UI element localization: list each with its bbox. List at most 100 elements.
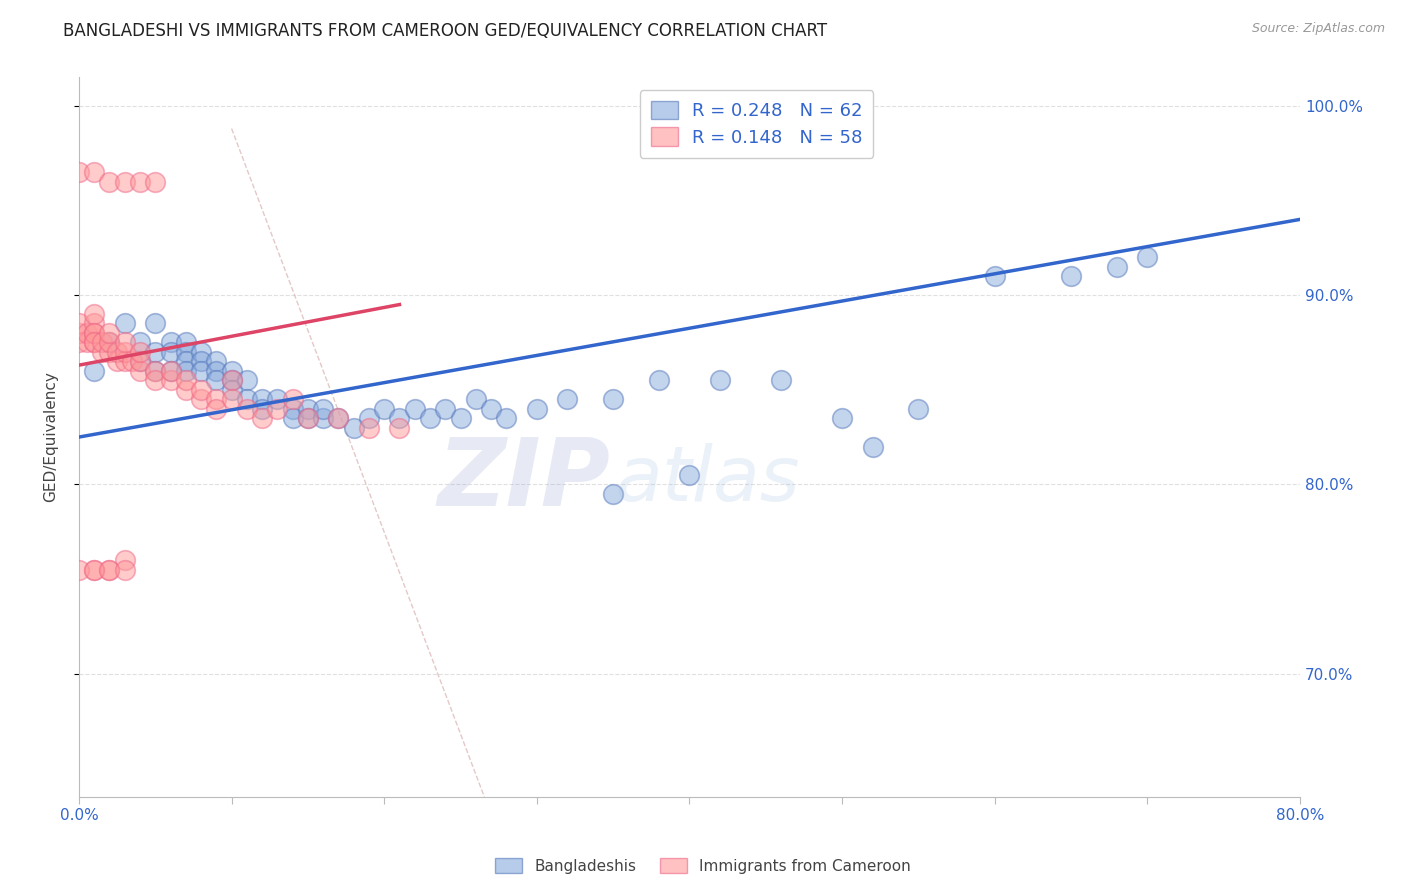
Point	[602, 392, 624, 407]
Point	[129, 354, 152, 368]
Point	[129, 354, 152, 368]
Point	[159, 364, 181, 378]
Point	[67, 165, 90, 179]
Point	[205, 401, 228, 416]
Point	[312, 411, 335, 425]
Point	[312, 401, 335, 416]
Text: ZIP: ZIP	[437, 434, 610, 526]
Y-axis label: GED/Equivalency: GED/Equivalency	[44, 372, 58, 502]
Point	[205, 354, 228, 368]
Point	[114, 335, 136, 350]
Point	[98, 326, 121, 340]
Point	[205, 364, 228, 378]
Point	[105, 344, 128, 359]
Point	[143, 373, 166, 387]
Point	[174, 344, 197, 359]
Point	[90, 344, 112, 359]
Point	[419, 411, 441, 425]
Point	[98, 335, 121, 350]
Point	[1136, 250, 1159, 264]
Point	[143, 175, 166, 189]
Point	[236, 401, 259, 416]
Point	[709, 373, 731, 387]
Point	[114, 563, 136, 577]
Legend: Bangladeshis, Immigrants from Cameroon: Bangladeshis, Immigrants from Cameroon	[489, 852, 917, 880]
Point	[388, 420, 411, 434]
Point	[98, 344, 121, 359]
Point	[281, 392, 304, 407]
Point	[297, 411, 319, 425]
Point	[76, 335, 98, 350]
Point	[98, 563, 121, 577]
Point	[479, 401, 502, 416]
Point	[831, 411, 853, 425]
Point	[129, 175, 152, 189]
Point	[174, 364, 197, 378]
Point	[159, 335, 181, 350]
Legend: R = 0.248   N = 62, R = 0.148   N = 58: R = 0.248 N = 62, R = 0.148 N = 58	[640, 90, 873, 158]
Point	[236, 392, 259, 407]
Point	[83, 326, 105, 340]
Text: atlas: atlas	[616, 443, 801, 517]
Point	[190, 354, 212, 368]
Point	[83, 165, 105, 179]
Point	[174, 335, 197, 350]
Point	[250, 411, 273, 425]
Point	[388, 411, 411, 425]
Point	[434, 401, 457, 416]
Point	[678, 467, 700, 482]
Point	[221, 383, 243, 397]
Point	[129, 335, 152, 350]
Point	[862, 440, 884, 454]
Point	[297, 411, 319, 425]
Point	[464, 392, 486, 407]
Point	[221, 364, 243, 378]
Point	[907, 401, 929, 416]
Point	[67, 326, 90, 340]
Point	[83, 335, 105, 350]
Point	[83, 307, 105, 321]
Point	[67, 335, 90, 350]
Point	[221, 373, 243, 387]
Point	[250, 401, 273, 416]
Point	[190, 344, 212, 359]
Point	[526, 401, 548, 416]
Point	[357, 420, 380, 434]
Point	[357, 411, 380, 425]
Point	[770, 373, 793, 387]
Point	[174, 373, 197, 387]
Point	[98, 175, 121, 189]
Point	[67, 317, 90, 331]
Point	[281, 411, 304, 425]
Point	[114, 317, 136, 331]
Point	[143, 317, 166, 331]
Point	[328, 411, 350, 425]
Point	[129, 344, 152, 359]
Text: BANGLADESHI VS IMMIGRANTS FROM CAMEROON GED/EQUIVALENCY CORRELATION CHART: BANGLADESHI VS IMMIGRANTS FROM CAMEROON …	[63, 22, 827, 40]
Point	[83, 335, 105, 350]
Point	[495, 411, 517, 425]
Point	[373, 401, 395, 416]
Point	[221, 392, 243, 407]
Point	[76, 326, 98, 340]
Point	[83, 317, 105, 331]
Point	[98, 335, 121, 350]
Point	[83, 563, 105, 577]
Point	[90, 335, 112, 350]
Point	[557, 392, 579, 407]
Point	[1105, 260, 1128, 274]
Point	[98, 563, 121, 577]
Point	[250, 392, 273, 407]
Point	[143, 344, 166, 359]
Point	[174, 354, 197, 368]
Point	[190, 364, 212, 378]
Point	[266, 392, 288, 407]
Point	[83, 364, 105, 378]
Point	[143, 364, 166, 378]
Point	[450, 411, 472, 425]
Point	[266, 401, 288, 416]
Point	[83, 326, 105, 340]
Point	[984, 269, 1007, 284]
Point	[114, 344, 136, 359]
Point	[67, 563, 90, 577]
